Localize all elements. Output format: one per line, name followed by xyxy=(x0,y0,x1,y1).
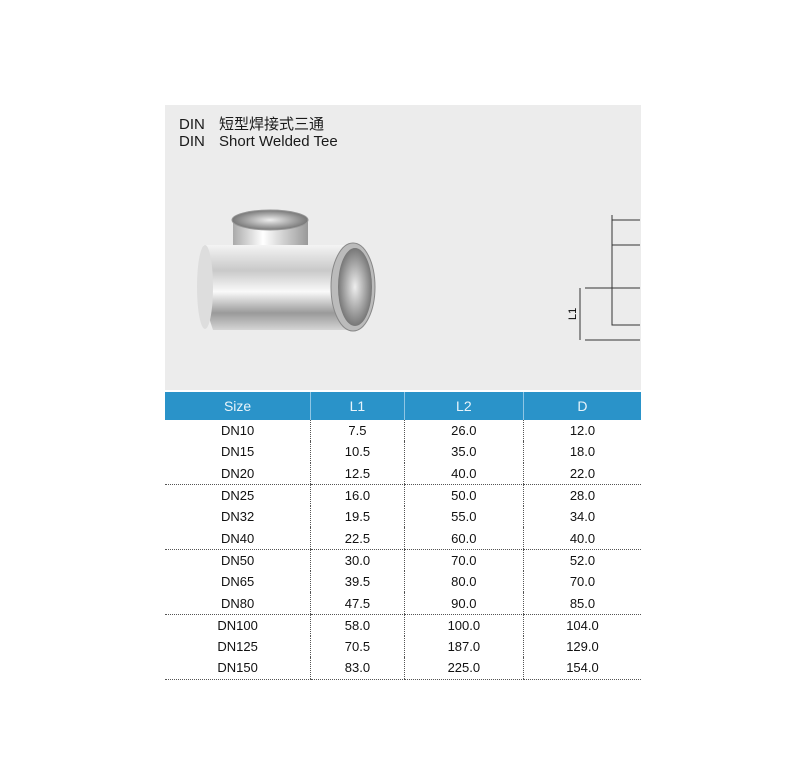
standard-label: DIN xyxy=(179,116,205,133)
cell-l1: 39.5 xyxy=(310,571,405,593)
cell-l2: 40.0 xyxy=(403,462,524,485)
cell-d: 40.0 xyxy=(522,527,641,550)
cell-size: DN65 xyxy=(220,574,255,590)
table-row: DN150 83.0 225.0 154.0 xyxy=(165,657,641,680)
cell-size: DN40 xyxy=(165,527,311,550)
cell-size: DN100 xyxy=(217,617,258,633)
cell-l1: 7.5 xyxy=(310,420,405,442)
cell-l1: 19.5 xyxy=(310,506,405,528)
table-row: DN20 12.5 40.0 22.0 xyxy=(165,462,641,485)
cell-d: 129.0 xyxy=(522,635,641,658)
table-row: DN50 30.0 70.0 52.0 xyxy=(165,549,641,572)
cell-l2: 26.0 xyxy=(403,420,524,442)
col-d: D xyxy=(522,392,641,420)
table-header: Size L1 L2 D xyxy=(165,392,641,420)
table-row: DN125 70.5 187.0 129.0 xyxy=(165,635,641,658)
col-size: Size xyxy=(165,392,311,420)
cell-size: DN125 xyxy=(217,639,258,655)
cell-size: DN150 xyxy=(165,657,311,680)
standard-label: DIN xyxy=(179,133,205,150)
cell-l1: 70.5 xyxy=(310,635,405,658)
table-row: DN80 47.5 90.0 85.0 xyxy=(165,592,641,615)
cell-l2: 100.0 xyxy=(403,614,524,636)
title-cn-text: 短型焊接式三通 xyxy=(219,116,325,133)
cell-l2: 70.0 xyxy=(403,549,524,572)
table-row: DN65 39.5 80.0 70.0 xyxy=(165,571,641,593)
cell-l1: 83.0 xyxy=(310,657,405,680)
cell-l2: 225.0 xyxy=(403,657,524,680)
cell-size: DN20 xyxy=(165,462,311,485)
cell-d: 18.0 xyxy=(522,441,641,463)
cell-l1: 22.5 xyxy=(310,527,405,550)
title-en: DIN Short Welded Tee xyxy=(179,133,338,150)
product-panel: DIN 短型焊接式三通 DIN Short Welded Tee xyxy=(165,105,641,390)
cell-d: 154.0 xyxy=(522,657,641,680)
cell-l1: 58.0 xyxy=(310,614,405,636)
cell-l1: 16.0 xyxy=(310,484,405,507)
col-l2: L2 xyxy=(403,392,524,420)
table-row: DN100 58.0 100.0 104.0 xyxy=(165,614,641,636)
cell-l2: 187.0 xyxy=(403,635,524,658)
cell-size: DN32 xyxy=(220,509,255,525)
title-cn: DIN 短型焊接式三通 xyxy=(179,113,324,134)
cell-d: 70.0 xyxy=(522,571,641,593)
cell-l1: 47.5 xyxy=(310,592,405,615)
cell-d: 85.0 xyxy=(522,592,641,615)
cell-size: DN50 xyxy=(220,552,255,568)
cell-l2: 90.0 xyxy=(403,592,524,615)
cell-d: 34.0 xyxy=(522,506,641,528)
table-row: DN32 19.5 55.0 34.0 xyxy=(165,506,641,528)
cell-size: DN15 xyxy=(220,444,255,460)
cell-d: 28.0 xyxy=(522,484,641,507)
table-row: DN25 16.0 50.0 28.0 xyxy=(165,484,641,507)
cell-size: DN10 xyxy=(220,423,255,439)
cell-d: 52.0 xyxy=(522,549,641,572)
title-en-text: Short Welded Tee xyxy=(219,133,338,150)
cell-d: 12.0 xyxy=(522,420,641,442)
l1-label: L1 xyxy=(567,308,579,320)
cell-size: DN80 xyxy=(165,592,311,615)
tee-photo xyxy=(197,209,376,332)
cell-l1: 30.0 xyxy=(310,549,405,572)
cell-l1: 12.5 xyxy=(310,462,405,485)
cell-size: DN25 xyxy=(220,488,255,504)
cell-l1: 10.5 xyxy=(310,441,405,463)
cell-l2: 55.0 xyxy=(403,506,524,528)
col-l1: L1 xyxy=(310,392,405,420)
cell-d: 22.0 xyxy=(522,462,641,485)
dimension-diagram: L2 L2 L1 ΦD xyxy=(567,215,640,341)
dimension-table: Size L1 L2 D DN10 7.5 26.0 12.0 DN15 10.5 35.0… xyxy=(165,392,641,680)
cell-l2: 50.0 xyxy=(403,484,524,507)
table-row: DN10 7.5 26.0 12.0 xyxy=(165,420,641,442)
cell-l2: 60.0 xyxy=(403,527,524,550)
cell-l2: 80.0 xyxy=(403,571,524,593)
table-row: DN15 10.5 35.0 18.0 xyxy=(165,441,641,463)
cell-d: 104.0 xyxy=(522,614,641,636)
cell-l2: 35.0 xyxy=(403,441,524,463)
table-row: DN40 22.5 60.0 40.0 xyxy=(165,527,641,550)
